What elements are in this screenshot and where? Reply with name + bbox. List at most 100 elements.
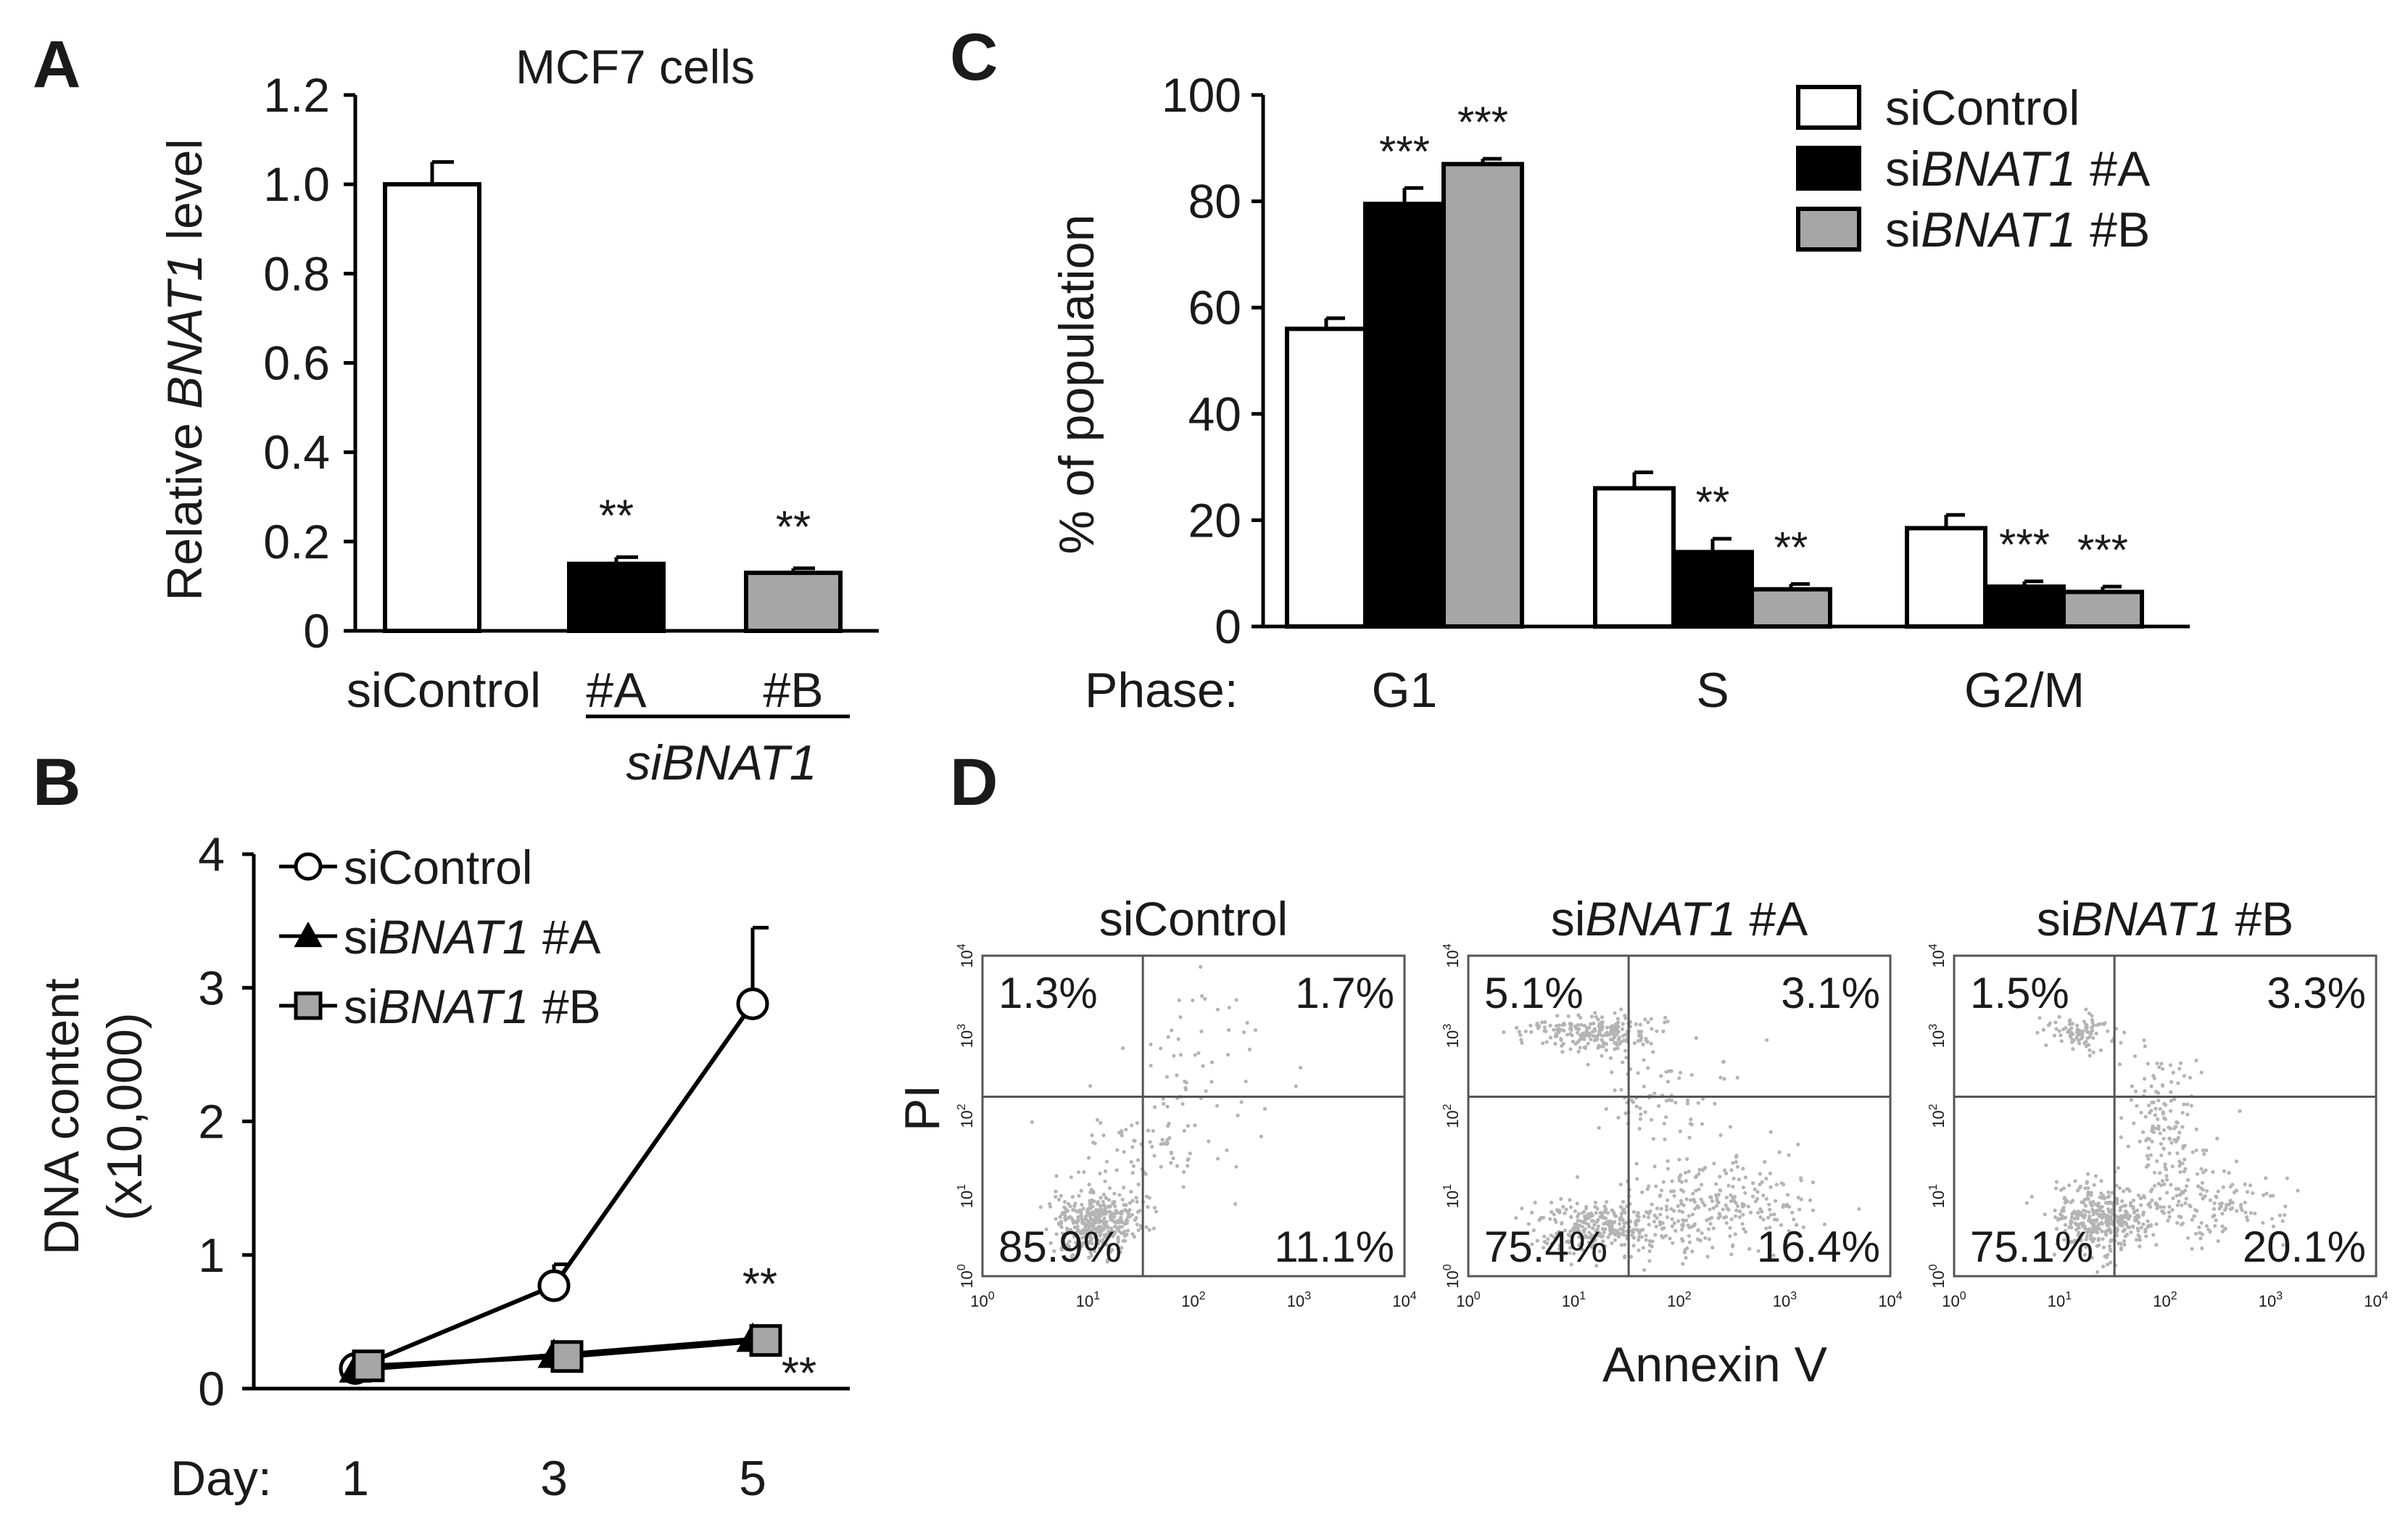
panel-d-dot xyxy=(2169,1141,2174,1145)
panel-d-dot xyxy=(2116,1220,2120,1224)
panel-d-dot xyxy=(1535,1021,1539,1026)
panel-d-dot xyxy=(1735,1165,1740,1169)
panel-d-dot xyxy=(1629,1254,1634,1259)
panel-d-dot xyxy=(1616,1038,1621,1042)
panel-d-dot xyxy=(2175,1120,2179,1125)
panel-d-dot xyxy=(1247,1047,1252,1051)
panel-d-dot xyxy=(1735,1075,1739,1080)
panel-d-dot xyxy=(1593,1200,1598,1205)
panel-d-ytick-exp: 2 xyxy=(956,1104,968,1110)
panel-d-dot xyxy=(1578,1046,1582,1050)
panel-d-dot xyxy=(2053,1020,2058,1025)
panel-d-dot xyxy=(1571,1252,1576,1256)
panel-d-dot xyxy=(1112,1215,1117,1220)
panel-d-dot xyxy=(2101,1194,2106,1198)
panel-d-dot xyxy=(1586,1041,1590,1046)
panel-d-dot xyxy=(1227,1005,1231,1010)
panel-d-dot xyxy=(2164,1173,2169,1178)
panel-d-dot xyxy=(2084,1044,2088,1049)
panel-d-dot xyxy=(1644,1037,1648,1041)
panel-d-dot xyxy=(2214,1218,2218,1223)
panel-d-dot xyxy=(1610,1037,1615,1042)
panel-d-dot xyxy=(1600,1234,1605,1238)
panel-d-dot xyxy=(2163,1165,2167,1170)
panel-d-dot xyxy=(1552,1027,1556,1032)
panel-d-dot xyxy=(1054,1232,1059,1236)
panel-d-dot xyxy=(1705,1218,1709,1223)
panel-d-dot xyxy=(1548,1023,1552,1027)
panel-d-dot xyxy=(2072,1238,2077,1243)
panel-d-dot xyxy=(1613,1011,1617,1015)
panel-d-ylabel: PI xyxy=(895,1085,950,1131)
panel-d-dot xyxy=(1706,1227,1711,1231)
panel-d-dot xyxy=(2063,1228,2067,1233)
panel-d-dot xyxy=(2158,1107,2162,1111)
panel-d-dot xyxy=(2090,1014,2094,1018)
panel-d-dot xyxy=(1768,1185,1773,1189)
panel-letter-d: D xyxy=(950,745,998,819)
panel-d-dot xyxy=(1786,1243,1790,1247)
panel-d-ytick-base: 10 xyxy=(1444,1030,1462,1048)
panel-d-dot xyxy=(1647,1223,1651,1227)
panel-d-dot xyxy=(1658,1212,1663,1217)
panel-d-dot xyxy=(1110,1217,1114,1223)
panel-c-bar xyxy=(1750,587,1832,629)
panel-d-dot xyxy=(2285,1176,2289,1180)
panel-d-dot xyxy=(1709,1195,1713,1199)
panel-d-dot xyxy=(1122,1149,1126,1154)
panel-d-dot xyxy=(1120,1046,1125,1051)
panel-d-dot xyxy=(1602,1244,1608,1249)
panel-d-dot xyxy=(2094,1031,2098,1035)
panel-d-dot xyxy=(1613,1047,1617,1051)
panel-d-dot xyxy=(2106,1029,2110,1033)
panel-d-dot xyxy=(2041,1027,2046,1032)
panel-d-dot xyxy=(2251,1191,2255,1196)
panel-d-dot xyxy=(2139,1203,2143,1207)
panel-d-dot xyxy=(2077,1038,2081,1043)
panel-d-dot xyxy=(1642,1267,1647,1272)
panel-d-dot xyxy=(1083,1222,1088,1226)
panel-d-dot xyxy=(1578,1015,1583,1020)
panel-d-dot xyxy=(2280,1219,2285,1223)
panel-d-dot xyxy=(2243,1200,2247,1204)
panel-d-ytick-label: 102 xyxy=(956,1104,976,1128)
panel-d-dot xyxy=(2160,1209,2164,1213)
panel-d-dot xyxy=(2159,1204,2163,1209)
panel-d-dot xyxy=(1169,1150,1174,1155)
panel-d-dot xyxy=(2175,1203,2180,1207)
panel-d-dot xyxy=(1721,1207,1725,1212)
panel-d-dot xyxy=(2129,1098,2133,1102)
panel-d-dot xyxy=(1090,1212,1094,1216)
panel-d-dot xyxy=(2171,1070,2175,1075)
panel-d-dot xyxy=(1664,1204,1669,1209)
panel-d-dot xyxy=(2103,1254,2107,1259)
panel-d-dot xyxy=(2161,1067,2165,1071)
panel-d-dot xyxy=(2261,1220,2265,1225)
panel-d-dot xyxy=(1234,998,1238,1002)
panel-d-dot xyxy=(2053,1215,2058,1220)
panel-d-dot xyxy=(2071,1211,2075,1215)
panel-d-dot xyxy=(2077,1225,2081,1231)
panel-d-dot xyxy=(2178,1061,2183,1065)
panel-d-dot xyxy=(2167,1151,2172,1156)
panel-d-dot xyxy=(1673,1228,1678,1233)
panel-d-dot xyxy=(1594,1014,1598,1019)
panel-d-dot xyxy=(1583,1045,1588,1049)
panel-d-dot xyxy=(1764,1196,1768,1201)
panel-d-ytick-base: 10 xyxy=(958,1191,976,1208)
panel-b-series-line xyxy=(354,1002,755,1371)
panel-d-dot xyxy=(2198,1192,2203,1196)
panel-d-dot xyxy=(1696,1101,1700,1105)
panel-d-dot xyxy=(2119,1135,2123,1140)
panel-d-dot xyxy=(2100,1229,2104,1233)
panel-d-dot xyxy=(1057,1222,1062,1226)
panel-d-dot xyxy=(1130,1170,1135,1175)
panel-d-dot xyxy=(2122,1030,2127,1035)
panel-d-dot xyxy=(1631,1244,1636,1248)
panel-d-plot-title-prefix: si xyxy=(1551,892,1586,946)
panel-d-dot xyxy=(1135,1199,1139,1204)
panel-d-dot xyxy=(1624,1233,1629,1238)
panel-d-dot xyxy=(2194,1058,2198,1063)
panel-d-dot xyxy=(1262,1107,1267,1111)
panel-d-dot xyxy=(1150,1144,1154,1149)
